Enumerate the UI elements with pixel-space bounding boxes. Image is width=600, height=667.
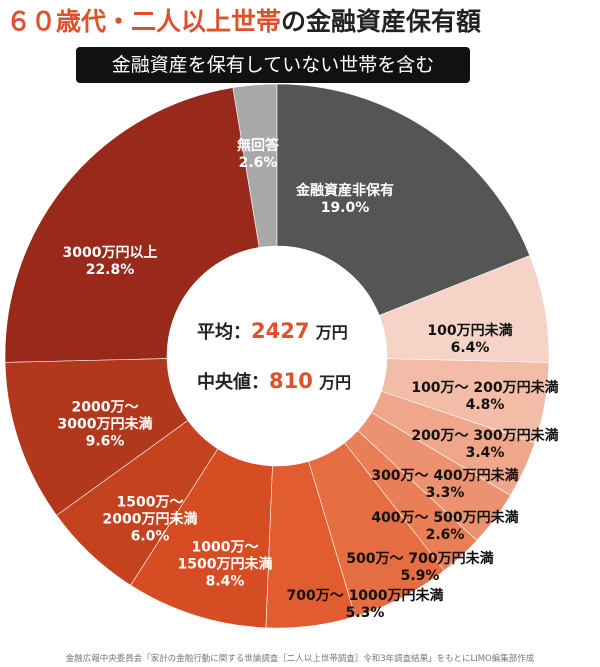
slice-label: 無回答 2.6% bbox=[198, 138, 318, 172]
category-label: 3000万円以上 bbox=[62, 245, 158, 261]
source: 金融広報中央委員会「家計の金融行動に関する世論調査［二人以上世帯調査］令和3年調… bbox=[65, 654, 535, 664]
category-label: 無回答 bbox=[237, 138, 279, 154]
value-label: 4.8% bbox=[465, 397, 505, 413]
title-highlight: ６０歳代・二人以上世帯 bbox=[6, 7, 282, 36]
median-label: 中央値： bbox=[197, 372, 269, 393]
category-label: 金融資産非保有 bbox=[296, 183, 394, 199]
slice bbox=[265, 460, 356, 629]
slice bbox=[4, 87, 260, 363]
value-label: 2.6% bbox=[425, 527, 465, 543]
category-label: 2000万～ 3000万円未満 bbox=[57, 399, 153, 433]
value-label: 6.4% bbox=[450, 340, 490, 356]
value-label: 3.3% bbox=[425, 485, 465, 501]
slice-label: 1500万～ 2000万円未満 6.0% bbox=[95, 495, 205, 546]
value-label: 5.3% bbox=[345, 605, 385, 621]
slice-label: 1000万～ 1500万円未満 8.4% bbox=[170, 540, 280, 591]
slice-label: 400万～ 500万円未満 2.6% bbox=[335, 510, 555, 544]
title-rest: の金融資産保有額 bbox=[281, 7, 482, 36]
slice-label: 700万～ 1000万円未満 5.3% bbox=[255, 588, 475, 622]
slice-label: 500万～ 700万円未満 5.9% bbox=[310, 551, 530, 585]
median-value: 810 bbox=[269, 369, 313, 393]
slice-label: 200万～ 300万円未満 3.4% bbox=[375, 428, 595, 462]
mean-value: 2427 bbox=[251, 319, 310, 343]
unit: 万円 bbox=[315, 323, 348, 342]
category-label: 300万～ 400万円未満 bbox=[371, 468, 519, 484]
category-label: 200万～ 300万円未満 bbox=[411, 428, 559, 444]
unit: 万円 bbox=[319, 373, 352, 392]
category-label: 500万～ 700万円未満 bbox=[346, 551, 494, 567]
category-label: 700万～ 1000万円未満 bbox=[286, 588, 444, 604]
value-label: 22.8% bbox=[85, 262, 135, 278]
subtitle: 金融資産を保有していない世帯を含む bbox=[76, 47, 470, 83]
mean-line: 平均：2427 万円 bbox=[197, 318, 348, 344]
category-label: 100万～ 200万円未満 bbox=[411, 380, 559, 396]
value-label: 9.6% bbox=[85, 433, 125, 450]
category-label: 400万～ 500万円未満 bbox=[371, 510, 519, 526]
slice-label: 金融資産非保有 19.0% bbox=[245, 183, 445, 217]
value-label: 19.0% bbox=[320, 200, 370, 216]
category-label: 100万円未満 bbox=[427, 323, 513, 339]
donut-hole bbox=[167, 246, 387, 466]
slice-label: 2000万～ 3000万円未満 9.6% bbox=[50, 400, 160, 451]
value-label: 5.9% bbox=[400, 568, 440, 584]
median-line: 中央値：810 万円 bbox=[197, 368, 351, 394]
mean-label: 平均： bbox=[197, 322, 251, 343]
slice-label: 100万～ 200万円未満 4.8% bbox=[375, 380, 595, 414]
value-label: 3.4% bbox=[465, 445, 505, 461]
category-label: 1000万～ 1500万円未満 bbox=[177, 539, 273, 573]
title: ６０歳代・二人以上世帯の金融資産保有額 bbox=[6, 2, 481, 38]
value-label: 8.4% bbox=[205, 573, 245, 590]
slice-label: 100万円未満 6.4% bbox=[370, 323, 570, 357]
slice-label: 3000万円以上 22.8% bbox=[10, 245, 210, 279]
slice-label: 300万～ 400万円未満 3.3% bbox=[335, 468, 555, 502]
value-label: 6.0% bbox=[130, 528, 170, 545]
category-label: 1500万～ 2000万円未満 bbox=[102, 494, 198, 528]
value-label: 2.6% bbox=[238, 155, 278, 171]
